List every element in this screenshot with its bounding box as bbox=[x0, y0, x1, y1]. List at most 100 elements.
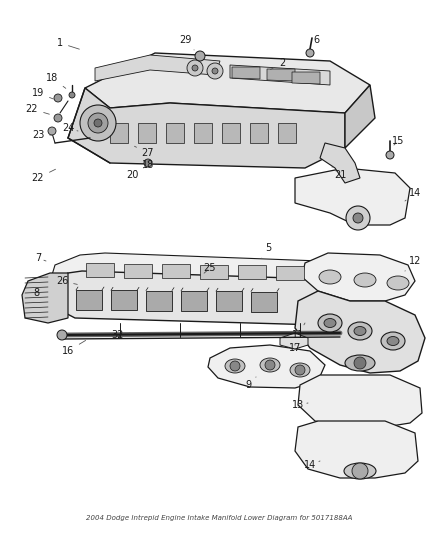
Text: 13: 13 bbox=[292, 400, 308, 410]
Ellipse shape bbox=[344, 463, 376, 479]
Polygon shape bbox=[124, 263, 152, 278]
Circle shape bbox=[354, 357, 366, 369]
Text: 8: 8 bbox=[33, 288, 39, 298]
Ellipse shape bbox=[345, 355, 375, 371]
Text: 23: 23 bbox=[32, 130, 52, 140]
Circle shape bbox=[230, 361, 240, 371]
Circle shape bbox=[295, 365, 305, 375]
Text: 19: 19 bbox=[32, 88, 53, 99]
Polygon shape bbox=[298, 375, 422, 427]
Circle shape bbox=[48, 127, 56, 135]
Ellipse shape bbox=[260, 358, 280, 372]
Text: 14: 14 bbox=[304, 460, 320, 470]
Text: 18: 18 bbox=[142, 160, 154, 170]
Polygon shape bbox=[166, 123, 184, 143]
Circle shape bbox=[265, 360, 275, 370]
Text: 9: 9 bbox=[245, 377, 256, 390]
Text: 17: 17 bbox=[289, 343, 301, 353]
Polygon shape bbox=[295, 421, 418, 478]
Text: 2004 Dodge Intrepid Engine Intake Manifold Lower Diagram for 5017188AA: 2004 Dodge Intrepid Engine Intake Manifo… bbox=[86, 515, 352, 521]
Text: 22: 22 bbox=[32, 169, 56, 183]
Circle shape bbox=[353, 213, 363, 223]
Polygon shape bbox=[76, 290, 102, 310]
Text: 15: 15 bbox=[392, 136, 404, 146]
Circle shape bbox=[195, 51, 205, 61]
Circle shape bbox=[207, 63, 223, 79]
Text: 11: 11 bbox=[292, 323, 305, 340]
Polygon shape bbox=[345, 85, 375, 148]
Ellipse shape bbox=[348, 322, 372, 340]
Ellipse shape bbox=[354, 327, 366, 335]
Text: 26: 26 bbox=[56, 276, 77, 286]
Text: 2: 2 bbox=[270, 58, 285, 70]
Text: 29: 29 bbox=[179, 35, 194, 50]
Polygon shape bbox=[278, 123, 296, 143]
Polygon shape bbox=[216, 291, 242, 311]
Text: 24: 24 bbox=[62, 123, 78, 133]
Ellipse shape bbox=[290, 363, 310, 377]
Text: 21: 21 bbox=[332, 167, 346, 180]
Polygon shape bbox=[85, 53, 370, 113]
Polygon shape bbox=[302, 253, 415, 301]
Ellipse shape bbox=[319, 270, 341, 284]
Polygon shape bbox=[138, 123, 156, 143]
Circle shape bbox=[212, 68, 218, 74]
Circle shape bbox=[80, 105, 116, 141]
Circle shape bbox=[306, 49, 314, 57]
Polygon shape bbox=[280, 333, 308, 349]
Polygon shape bbox=[222, 123, 240, 143]
Polygon shape bbox=[22, 273, 68, 323]
Polygon shape bbox=[250, 123, 268, 143]
Ellipse shape bbox=[318, 314, 342, 332]
Ellipse shape bbox=[387, 336, 399, 345]
Polygon shape bbox=[86, 263, 114, 277]
Text: 12: 12 bbox=[405, 256, 421, 271]
Polygon shape bbox=[111, 290, 137, 310]
Text: 14: 14 bbox=[405, 188, 421, 201]
Text: 18: 18 bbox=[46, 73, 66, 88]
Polygon shape bbox=[276, 265, 304, 279]
Ellipse shape bbox=[387, 276, 409, 290]
Polygon shape bbox=[194, 123, 212, 143]
Circle shape bbox=[192, 65, 198, 71]
Circle shape bbox=[346, 206, 370, 230]
Polygon shape bbox=[267, 69, 295, 81]
Polygon shape bbox=[232, 67, 260, 79]
Text: 25: 25 bbox=[204, 263, 216, 273]
Ellipse shape bbox=[225, 359, 245, 373]
Polygon shape bbox=[95, 55, 220, 81]
Text: 27: 27 bbox=[134, 146, 154, 158]
Circle shape bbox=[69, 92, 75, 98]
Polygon shape bbox=[292, 72, 320, 84]
Text: 7: 7 bbox=[35, 253, 46, 263]
Text: 20: 20 bbox=[126, 166, 146, 180]
Ellipse shape bbox=[324, 319, 336, 327]
Polygon shape bbox=[251, 292, 277, 311]
Polygon shape bbox=[230, 65, 330, 85]
Polygon shape bbox=[162, 264, 190, 278]
Polygon shape bbox=[295, 168, 410, 225]
Polygon shape bbox=[295, 291, 425, 373]
Circle shape bbox=[94, 119, 102, 127]
Circle shape bbox=[144, 159, 152, 167]
Text: 16: 16 bbox=[62, 341, 85, 356]
Polygon shape bbox=[110, 123, 128, 143]
Text: 22: 22 bbox=[26, 104, 49, 114]
Text: 6: 6 bbox=[308, 35, 319, 50]
Polygon shape bbox=[181, 291, 207, 311]
Circle shape bbox=[54, 94, 62, 102]
Polygon shape bbox=[68, 88, 345, 168]
Circle shape bbox=[187, 60, 203, 76]
Polygon shape bbox=[320, 143, 360, 183]
Circle shape bbox=[54, 114, 62, 122]
Polygon shape bbox=[146, 290, 172, 311]
Circle shape bbox=[386, 151, 394, 159]
Text: 32: 32 bbox=[112, 330, 130, 340]
Circle shape bbox=[88, 113, 108, 133]
Circle shape bbox=[352, 463, 368, 479]
Text: 1: 1 bbox=[57, 38, 79, 49]
Circle shape bbox=[57, 330, 67, 340]
Polygon shape bbox=[208, 345, 325, 388]
Polygon shape bbox=[52, 253, 355, 285]
Polygon shape bbox=[200, 264, 228, 279]
